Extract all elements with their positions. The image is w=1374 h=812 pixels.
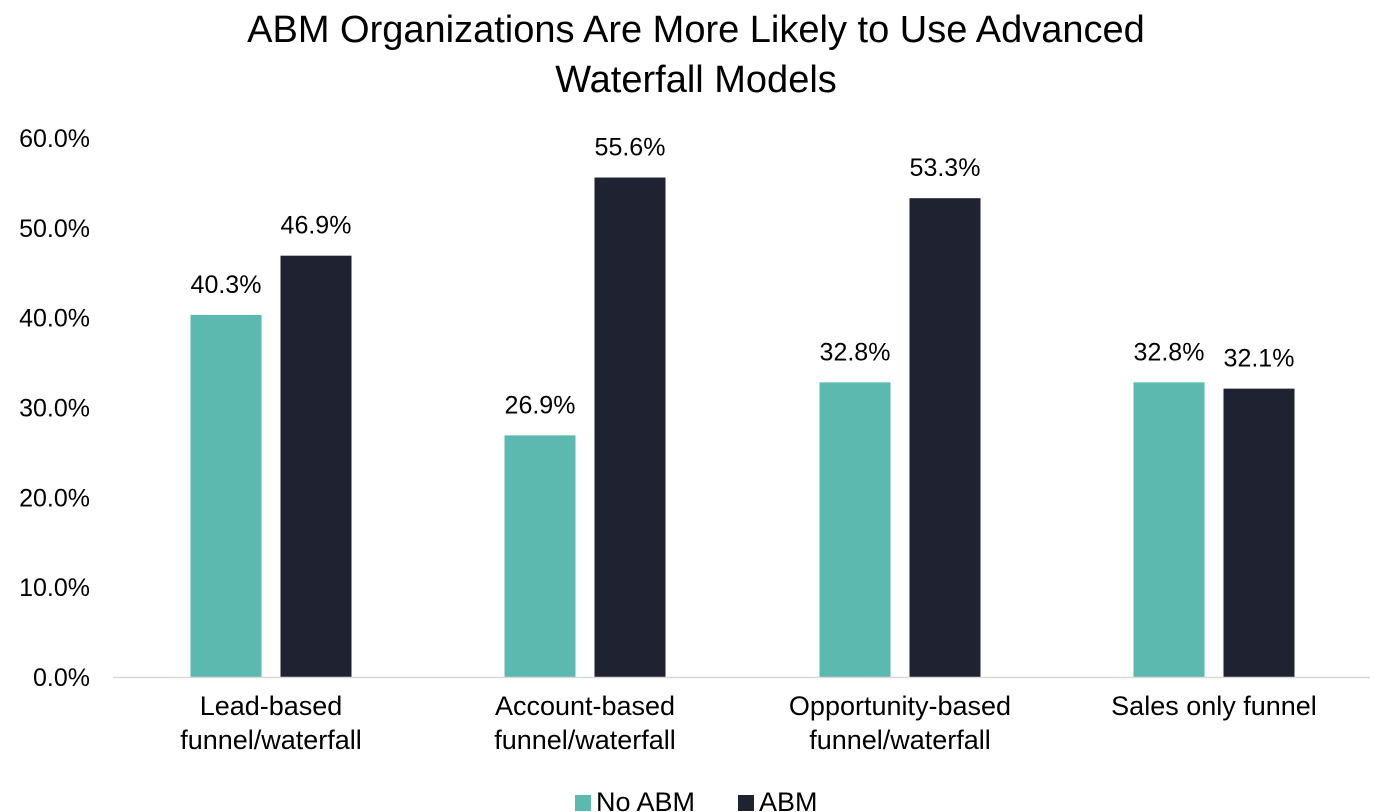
bar-no-abm-2 (504, 435, 576, 677)
data-label-abm-4: 32.1% (1224, 345, 1295, 373)
data-labels: 40.3% 46.9% 26.9% 55.6% 32.8% 53.3% 32.8% 32.1% (191, 134, 1295, 420)
bar-abm-2 (594, 177, 666, 677)
chart-title-line: Waterfall Models (555, 59, 837, 101)
legend-label-abm: ABM (759, 787, 818, 812)
x-category-label: funnel/waterfall (809, 725, 991, 755)
bar-no-abm-1 (190, 314, 262, 677)
x-axis: Lead-based funnel/waterfall Account-based f… (113, 676, 1370, 755)
data-label-no-abm-1: 40.3% (191, 271, 262, 299)
data-label-no-abm-4: 32.8% (1134, 338, 1205, 366)
legend: No ABM ABM (575, 787, 818, 812)
y-tick-label: 30.0% (19, 395, 90, 423)
data-label-no-abm-3: 32.8% (820, 338, 891, 366)
y-axis: 0.0% 10.0% 20.0% 30.0% 40.0% 50.0% 60.0% (19, 125, 90, 692)
bar-no-abm-3 (819, 382, 891, 677)
y-tick-label: 50.0% (19, 215, 90, 243)
x-category-label: Lead-based (200, 691, 343, 721)
y-tick-label: 10.0% (19, 574, 90, 602)
y-tick-label: 0.0% (33, 664, 90, 692)
y-tick-label: 20.0% (19, 484, 90, 512)
chart-title: ABM Organizations Are More Likely to Use… (247, 9, 1145, 101)
bar-no-abm-4 (1133, 382, 1205, 677)
y-tick-label: 60.0% (19, 125, 90, 153)
bar-abm-3 (909, 198, 981, 677)
chart-title-line: ABM Organizations Are More Likely to Use… (247, 9, 1145, 51)
data-label-abm-3: 53.3% (910, 154, 981, 182)
x-category-label: Sales only funnel (1111, 691, 1317, 721)
x-category-label: Opportunity-based (789, 691, 1011, 721)
y-tick-label: 40.0% (19, 305, 90, 333)
legend-swatch-abm (738, 795, 754, 811)
x-category-label: funnel/waterfall (180, 725, 362, 755)
legend-swatch-no-abm (575, 795, 591, 811)
x-category-label: funnel/waterfall (494, 725, 676, 755)
bars (190, 177, 1295, 677)
legend-label-no-abm: No ABM (596, 787, 695, 812)
data-label-no-abm-2: 26.9% (505, 391, 576, 419)
data-label-abm-1: 46.9% (281, 212, 352, 240)
x-category-label: Account-based (495, 691, 675, 721)
bar-abm-1 (280, 255, 352, 677)
bar-abm-4 (1223, 388, 1295, 677)
data-label-abm-2: 55.6% (595, 134, 666, 162)
